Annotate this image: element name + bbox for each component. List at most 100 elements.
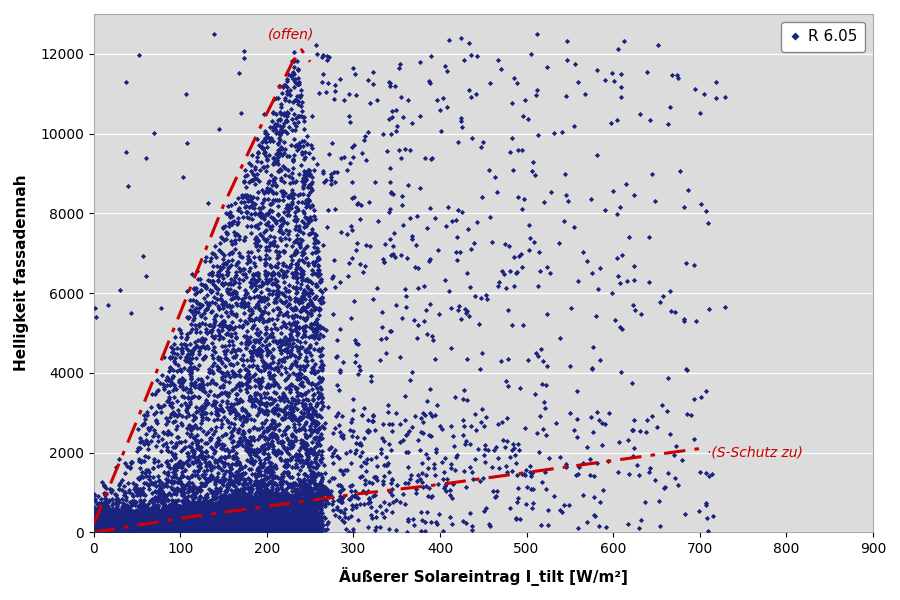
Point	[131, 522, 146, 532]
Point	[220, 269, 234, 278]
Point	[126, 515, 140, 524]
Point	[213, 511, 228, 520]
Point	[119, 501, 133, 511]
Point	[232, 527, 247, 537]
Point	[276, 513, 291, 523]
Point	[111, 507, 125, 517]
Point	[253, 207, 267, 217]
Point	[238, 500, 252, 510]
Point	[195, 518, 210, 528]
Point	[117, 521, 131, 530]
Point	[110, 526, 124, 536]
Point	[257, 434, 272, 444]
Point	[90, 525, 104, 535]
Point	[286, 505, 301, 515]
Point	[294, 516, 309, 526]
Point	[104, 521, 118, 531]
Point	[180, 407, 194, 417]
Point	[186, 521, 201, 531]
Point	[304, 520, 319, 530]
Point	[149, 513, 164, 523]
Point	[161, 523, 176, 533]
Point	[87, 503, 102, 512]
Point	[113, 527, 128, 537]
Point	[199, 506, 213, 515]
Point	[107, 523, 122, 533]
Point	[170, 515, 184, 525]
Point	[230, 257, 245, 267]
Point	[305, 415, 320, 425]
Point	[400, 253, 414, 263]
Point	[191, 523, 205, 533]
Point	[382, 439, 396, 448]
Point	[89, 526, 104, 535]
Point	[256, 475, 270, 485]
Point	[165, 473, 179, 482]
Point	[178, 509, 193, 519]
Point	[276, 426, 291, 436]
Point	[168, 518, 183, 527]
Point	[290, 335, 304, 344]
Point	[245, 348, 259, 358]
Point	[211, 511, 225, 520]
Point	[185, 423, 200, 433]
Point	[170, 518, 184, 528]
Point	[147, 509, 161, 519]
Point	[488, 172, 502, 182]
Point	[286, 313, 301, 323]
Point	[209, 514, 223, 523]
Point	[193, 513, 207, 523]
Point	[184, 517, 198, 526]
Point	[299, 519, 313, 529]
Point	[109, 527, 123, 537]
Point	[214, 439, 229, 449]
Point	[313, 521, 328, 530]
Point	[168, 515, 183, 524]
Point	[272, 522, 286, 532]
Point	[243, 503, 257, 513]
Point	[202, 512, 217, 521]
Point	[118, 524, 132, 533]
Point	[257, 527, 272, 537]
Point	[268, 501, 283, 511]
Point	[244, 497, 258, 506]
Point	[275, 414, 290, 424]
Point	[230, 527, 245, 536]
Point	[679, 258, 693, 268]
Point	[209, 521, 223, 530]
Point	[215, 297, 230, 307]
Point	[138, 468, 152, 478]
Point	[232, 381, 247, 391]
Point	[263, 421, 277, 431]
Point	[211, 506, 225, 516]
Point	[170, 517, 184, 527]
Point	[195, 300, 210, 310]
Point	[320, 520, 334, 529]
Point	[135, 515, 149, 524]
Point	[275, 271, 290, 280]
Point	[270, 512, 284, 521]
Point	[291, 225, 305, 235]
Point	[249, 488, 264, 498]
Point	[101, 516, 115, 526]
Point	[102, 518, 116, 527]
Point	[86, 515, 101, 524]
Point	[252, 485, 266, 494]
Point	[96, 523, 111, 532]
Point	[91, 525, 105, 535]
Point	[91, 514, 105, 523]
Point	[264, 515, 278, 524]
Point	[274, 503, 289, 513]
Point	[163, 519, 177, 529]
Point	[219, 503, 233, 512]
Point	[93, 520, 107, 530]
Point	[278, 522, 293, 532]
Point	[301, 491, 315, 500]
Point	[121, 520, 135, 530]
Point	[235, 396, 249, 406]
Point	[188, 307, 202, 316]
Point	[230, 523, 245, 533]
Point	[212, 499, 227, 509]
Point	[103, 515, 117, 524]
Point	[282, 226, 296, 236]
